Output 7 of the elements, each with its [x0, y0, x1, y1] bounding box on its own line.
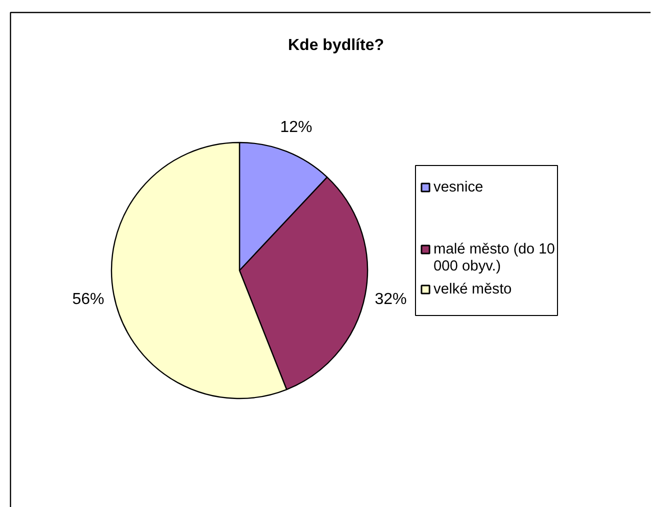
legend-label: vesnice: [434, 180, 484, 196]
data-label: 12%: [280, 118, 312, 136]
chart-title: Kde bydlíte?: [288, 37, 384, 54]
legend-label: velké město: [434, 282, 512, 298]
legend-label: malé město (do 10 000 obyv.): [434, 242, 555, 274]
data-label: 32%: [374, 290, 407, 308]
data-label: 56%: [72, 290, 104, 308]
